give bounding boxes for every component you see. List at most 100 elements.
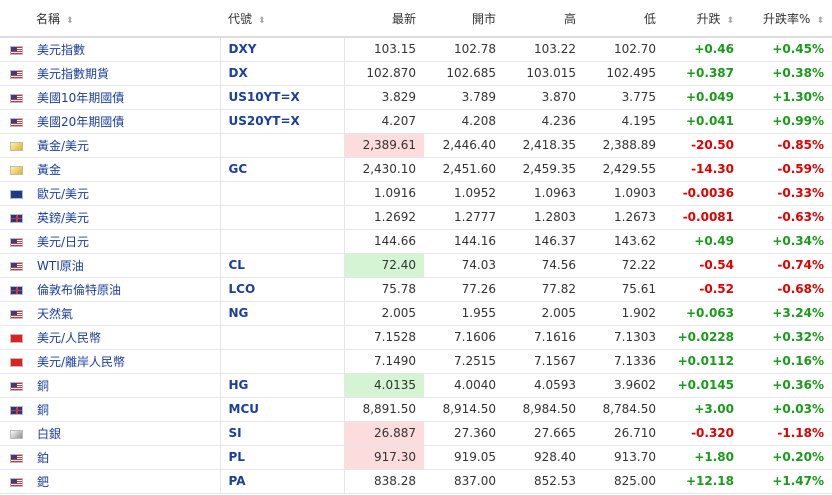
uk-flag-icon	[10, 405, 23, 415]
open-price: 8,914.50	[424, 397, 504, 422]
instrument-name-link[interactable]: 美元/人民幣	[37, 330, 102, 345]
last-price: 144.66	[344, 229, 424, 254]
instrument-name-link[interactable]: 鈀	[37, 474, 50, 489]
symbol-code[interactable]: DXY	[219, 37, 345, 62]
table-row[interactable]: 倫敦布倫特原油 LCO 75.78 77.26 77.82 75.61 -0.52 -0.68…	[0, 277, 832, 302]
col-header-change-pct[interactable]: 升跌率% ⬍	[742, 0, 832, 38]
price-change-pct: -0.85%	[742, 133, 832, 158]
open-price: 77.26	[424, 277, 504, 302]
instrument-name-link[interactable]: 歐元/美元	[37, 186, 90, 201]
instrument-name-link[interactable]: 倫敦布倫特原油	[37, 282, 122, 297]
instrument-name-link[interactable]: 美元指數	[37, 42, 86, 57]
symbol-code[interactable]: US20YT=X	[219, 109, 345, 134]
instrument-name-link[interactable]: 銅	[37, 402, 50, 417]
instrument-name-link[interactable]: 美元指數期貨	[37, 66, 110, 81]
instrument-name-link[interactable]: 白銀	[37, 426, 62, 441]
table-row[interactable]: 黃金 GC 2,430.10 2,451.60 2,459.35 2,429.55 -14.…	[0, 157, 832, 182]
col-header-low[interactable]: 低	[584, 0, 664, 38]
instrument-name-cell: 美元/離岸人民幣	[0, 349, 220, 374]
symbol-code[interactable]: MCU	[219, 397, 345, 422]
price-change: -20.50	[664, 133, 742, 158]
sort-icon[interactable]: ⬍	[816, 15, 824, 26]
price-change-pct: +0.45%	[742, 37, 832, 62]
instrument-name-link[interactable]: 美元/日元	[37, 234, 90, 249]
price-change-pct: -0.74%	[742, 253, 832, 278]
symbol-code[interactable]	[219, 205, 345, 230]
last-price: 3.829	[344, 85, 424, 110]
col-header-open[interactable]: 開市	[424, 0, 504, 38]
col-header-change[interactable]: 升跌 ⬍	[664, 0, 742, 38]
table-row[interactable]: 英鎊/美元 1.2692 1.2777 1.2803 1.2673 -0.0081 -0.6…	[0, 205, 832, 230]
symbol-code[interactable]: PA	[219, 469, 345, 494]
symbol-code[interactable]	[219, 325, 345, 350]
col-header-last[interactable]: 最新	[344, 0, 424, 38]
symbol-code[interactable]: HG	[219, 373, 345, 398]
us-flag-icon	[10, 261, 23, 271]
symbol-code[interactable]	[219, 181, 345, 206]
symbol-code[interactable]	[219, 349, 345, 374]
instrument-name-link[interactable]: 黃金	[37, 162, 62, 177]
high-price: 103.015	[504, 61, 584, 86]
high-price: 1.0963	[504, 181, 584, 206]
table-row[interactable]: 美元指數期貨 DX 102.870 102.685 103.015 102.495 +0.3…	[0, 61, 832, 86]
table-row[interactable]: 美元/人民幣 7.1528 7.1606 7.1616 7.1303 +0.0228 +0.…	[0, 325, 832, 350]
table-body: 美元指數 DXY 103.15 102.78 103.22 102.70 +0.46 +0.4…	[0, 37, 832, 494]
price-change: +0.049	[664, 85, 742, 110]
sort-icon[interactable]: ⬍	[258, 15, 266, 26]
sort-icon[interactable]: ⬍	[66, 15, 74, 26]
table-row[interactable]: 美元/日元 144.66 144.16 146.37 143.62 +0.49 +0.34%	[0, 229, 832, 254]
symbol-code[interactable]: NG	[219, 301, 345, 326]
last-price: 2,389.61	[344, 133, 424, 158]
table-row[interactable]: WTI原油 CL 72.40 74.03 74.56 72.22 -0.54 -0.74%	[0, 253, 832, 278]
symbol-code[interactable]: CL	[219, 253, 345, 278]
instrument-name-cell: 黃金	[0, 157, 220, 182]
table-row[interactable]: 銅 HG 4.0135 4.0040 4.0593 3.9602 +0.0145 +0.36%	[0, 373, 832, 398]
table-row[interactable]: 天然氣 NG 2.005 1.955 2.005 1.902 +0.063 +3.24%	[0, 301, 832, 326]
col-header-code[interactable]: 代號 ⬍	[220, 0, 344, 38]
symbol-code[interactable]: SI	[219, 421, 345, 446]
us-flag-icon	[10, 381, 23, 391]
symbol-code[interactable]	[219, 133, 345, 158]
price-change: -0.52	[664, 277, 742, 302]
instrument-name-link[interactable]: 英鎊/美元	[37, 210, 90, 225]
low-price: 2,429.55	[584, 157, 664, 182]
table-row[interactable]: 美國20年期國債 US20YT=X 4.207 4.208 4.236 4.195 +0.0…	[0, 109, 832, 134]
low-price: 3.9602	[584, 373, 664, 398]
col-header-name[interactable]: 名稱 ⬍	[0, 0, 220, 38]
instrument-name-link[interactable]: 天然氣	[37, 306, 74, 321]
table-row[interactable]: 鈀 PA 838.28 837.00 852.53 825.00 +12.18 +1.47%	[0, 469, 832, 494]
col-header-high[interactable]: 高	[504, 0, 584, 38]
table-row[interactable]: 白銀 SI 26.887 27.360 27.665 26.710 -0.320 -1.18%	[0, 421, 832, 446]
open-price: 919.05	[424, 445, 504, 470]
symbol-code[interactable]: GC	[219, 157, 345, 182]
instrument-name-link[interactable]: 美國20年期國債	[37, 114, 125, 129]
low-price: 3.775	[584, 85, 664, 110]
sort-icon[interactable]: ⬍	[726, 15, 734, 26]
symbol-code[interactable]: LCO	[219, 277, 345, 302]
price-change: +12.18	[664, 469, 742, 494]
table-row[interactable]: 美元指數 DXY 103.15 102.78 103.22 102.70 +0.46 +0.4…	[0, 37, 832, 62]
symbol-code[interactable]: DX	[219, 61, 345, 86]
instrument-name-link[interactable]: WTI原油	[37, 258, 84, 273]
high-price: 8,984.50	[504, 397, 584, 422]
symbol-code[interactable]: PL	[219, 445, 345, 470]
instrument-name-link[interactable]: 黃金/美元	[37, 138, 90, 153]
table-row[interactable]: 美元/離岸人民幣 7.1490 7.2515 7.1567 7.1336 +0.0112 +…	[0, 349, 832, 374]
table-row[interactable]: 黃金/美元 2,389.61 2,446.40 2,418.35 2,388.89 -20…	[0, 133, 832, 158]
table-row[interactable]: 美國10年期國債 US10YT=X 3.829 3.789 3.870 3.775 +0.0…	[0, 85, 832, 110]
instrument-name-link[interactable]: 美元/離岸人民幣	[37, 354, 126, 369]
price-change-pct: +1.30%	[742, 85, 832, 110]
price-change-pct: -0.33%	[742, 181, 832, 206]
instrument-name-link[interactable]: 銅	[37, 378, 50, 393]
instrument-name-link[interactable]: 美國10年期國債	[37, 90, 125, 105]
last-price: 4.0135	[344, 373, 424, 398]
symbol-code[interactable]	[219, 229, 345, 254]
table-row[interactable]: 歐元/美元 1.0916 1.0952 1.0963 1.0903 -0.0036 -0.3…	[0, 181, 832, 206]
instrument-name-link[interactable]: 鉑	[37, 450, 50, 465]
last-price: 2.005	[344, 301, 424, 326]
last-price: 75.78	[344, 277, 424, 302]
last-price: 838.28	[344, 469, 424, 494]
table-row[interactable]: 鉑 PL 917.30 919.05 928.40 913.70 +1.80 +0.20%	[0, 445, 832, 470]
symbol-code[interactable]: US10YT=X	[219, 85, 345, 110]
table-row[interactable]: 銅 MCU 8,891.50 8,914.50 8,984.50 8,784.50 +3.0…	[0, 397, 832, 422]
